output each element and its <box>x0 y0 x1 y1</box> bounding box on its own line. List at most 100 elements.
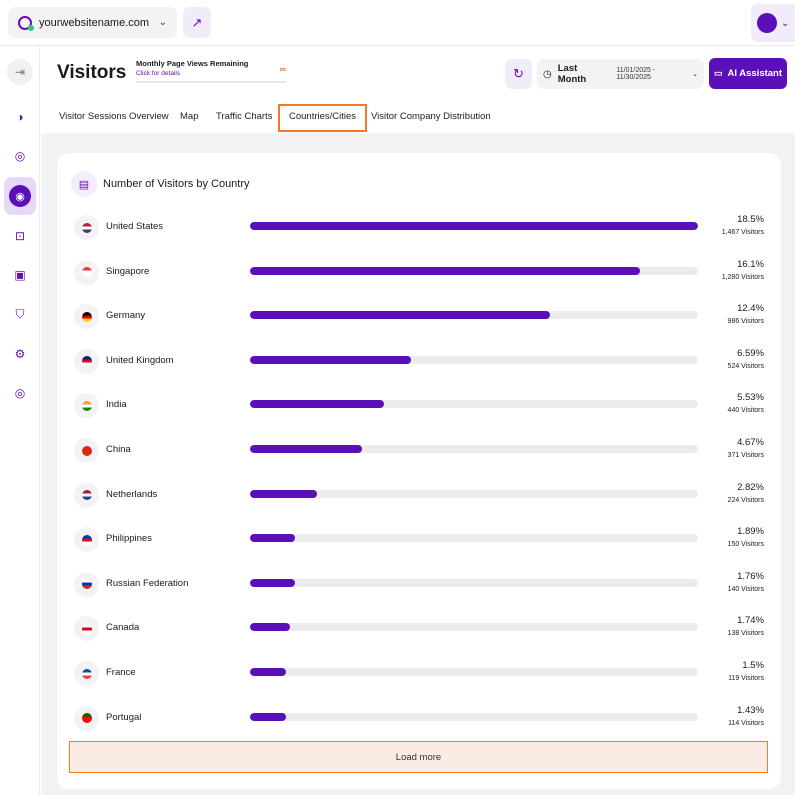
tab-countries-cities[interactable]: Countries/Cities <box>278 104 368 135</box>
flag-icon <box>74 616 99 642</box>
top-bar: yourwebsitename.com ⌄ ↗ ⌄ <box>0 0 795 46</box>
date-preset: Last Month <box>557 63 587 85</box>
visitor-percent: 6.59% <box>737 347 764 359</box>
visitor-percent: 2.82% <box>737 481 764 493</box>
collapse-sidebar-button[interactable]: ⇥ <box>7 59 33 85</box>
country-row: Canada 1.74% 138 Visitors <box>57 607 781 647</box>
sidebar-item-ecommerce[interactable]: ◎ <box>7 143 33 169</box>
visitor-percent: 16.1% <box>737 258 764 270</box>
flag-icon <box>74 348 99 374</box>
flag-icon <box>74 482 99 508</box>
flag-icon <box>74 215 99 240</box>
visitor-share-bar <box>250 445 698 453</box>
country-name: United States <box>106 221 164 232</box>
visitor-share-bar <box>250 534 698 543</box>
flag-swatch <box>81 400 92 411</box>
flag-swatch <box>81 490 92 501</box>
external-link-button[interactable]: ↗ <box>183 7 211 38</box>
ai-assistant-button[interactable]: ▭ AI Assistant <box>709 58 787 89</box>
tab-traffic-charts[interactable]: Traffic Charts <box>216 111 273 122</box>
flag-icon <box>74 304 99 330</box>
visitor-count: 119 Visitors <box>728 675 764 682</box>
card-header: ▤ Number of Visitors by Country <box>71 171 250 197</box>
visitor-share-bar <box>250 578 698 587</box>
load-more-button[interactable]: Load more <box>69 741 768 773</box>
visitor-count: 440 Visitors <box>727 407 764 415</box>
flag-swatch <box>81 356 92 367</box>
flag-swatch <box>81 222 92 233</box>
scan-icon: ⊡ <box>14 229 26 243</box>
sidebar-item-scan[interactable]: ⊡ <box>7 223 33 249</box>
account-menu[interactable]: ⌄ <box>751 4 795 42</box>
visitor-share-fill <box>250 668 286 676</box>
visitor-share-fill <box>250 712 286 721</box>
visitor-share-bar <box>250 222 698 230</box>
visitor-count: 114 Visitors <box>728 719 764 727</box>
visitor-percent: 1.74% <box>737 615 764 627</box>
website-selector[interactable]: yourwebsitename.com ⌄ <box>8 7 177 38</box>
sidebar-item-settings[interactable]: ⚙ <box>7 341 33 367</box>
page-views-title: Monthly Page Views Remaining <box>136 59 249 68</box>
visitor-count: 371 Visitors <box>727 452 764 459</box>
flag-swatch <box>81 579 92 590</box>
tab-visitor-sessions-overview[interactable]: Visitor Sessions Overview <box>59 111 169 122</box>
date-range-selector[interactable]: ◷ Last Month 11/01/2025 - 11/30/2025 ⌄ <box>537 59 704 89</box>
tab-map[interactable]: Map <box>180 111 199 122</box>
visitor-share-bar <box>250 668 698 676</box>
location-icon: ◎ <box>14 386 26 400</box>
visitor-percent: 4.67% <box>737 437 764 448</box>
visitor-share-bar <box>250 712 698 721</box>
visitor-percent: 1.89% <box>737 526 764 538</box>
report-icon: ▤ <box>71 171 97 197</box>
visitors-icon: ◉ <box>9 185 31 207</box>
flag-icon <box>74 571 99 597</box>
countries-card: ▤ Number of Visitors by Country United S… <box>57 153 781 789</box>
sidebar-item-location[interactable]: ◎ <box>7 380 33 406</box>
country-row: Philippines 1.89% 150 Visitors <box>57 518 781 558</box>
visitor-count: 150 Visitors <box>727 541 764 549</box>
sidebar-item-security[interactable]: ⛉ <box>7 301 33 327</box>
flag-icon <box>74 393 99 419</box>
country-row: Germany 12.4% 986 Visitors <box>57 295 781 335</box>
page-title: Visitors <box>57 62 127 83</box>
visitor-percent: 1.5% <box>742 660 764 671</box>
country-row: Netherlands 2.82% 224 Visitors <box>57 474 781 514</box>
visitor-share-bar <box>250 311 698 320</box>
sidebar: ⇥ ◑ ◎ ◉ ⊡ ▣ ⛉ ⚙ ◎ <box>0 46 40 795</box>
visitor-share-fill <box>250 534 295 543</box>
visitor-share-bar <box>250 623 698 632</box>
visitor-percent: 1.76% <box>737 570 764 582</box>
country-name: India <box>106 399 127 411</box>
page-views-bar <box>136 81 286 83</box>
visitor-share-bar <box>250 355 698 364</box>
flag-swatch <box>81 445 92 456</box>
sidebar-item-dashboard[interactable]: ◑ <box>7 104 33 130</box>
refresh-button[interactable]: ↻ <box>505 59 532 89</box>
country-row: United Kingdom 6.59% 524 Visitors <box>57 340 781 380</box>
card-title: Number of Visitors by Country <box>103 178 250 190</box>
visitor-share-fill <box>250 266 640 275</box>
visitor-percent: 5.53% <box>737 392 764 404</box>
visitor-share-bar <box>250 266 698 275</box>
visitor-percent: 12.4% <box>737 303 764 315</box>
flag-icon <box>74 527 99 553</box>
visitor-count: 138 Visitors <box>727 630 764 638</box>
chevron-down-icon: ⌄ <box>781 17 790 29</box>
collapse-icon: ⇥ <box>14 65 26 79</box>
country-name: Germany <box>106 310 146 322</box>
sidebar-item-chat[interactable]: ▣ <box>7 262 33 288</box>
country-name: Philippines <box>106 533 152 545</box>
visitor-share-bar <box>250 489 698 498</box>
sidebar-item-visitors[interactable]: ◉ <box>4 177 36 215</box>
shield-icon: ⛉ <box>15 306 25 321</box>
country-name: Canada <box>106 622 140 634</box>
page-views-details-link[interactable]: Click for details <box>136 70 181 77</box>
page-views-value: ∞ <box>279 64 286 74</box>
country-name: United Kingdom <box>106 354 174 366</box>
chevron-down-icon: ⌄ <box>692 71 698 78</box>
dashboard-icon: ◑ <box>16 110 24 124</box>
tab-visitor-company-distribution[interactable]: Visitor Company Distribution <box>371 111 491 122</box>
visitor-share-fill <box>250 623 291 632</box>
flag-icon <box>74 259 99 285</box>
country-row: France 1.5% 119 Visitors <box>57 652 781 692</box>
